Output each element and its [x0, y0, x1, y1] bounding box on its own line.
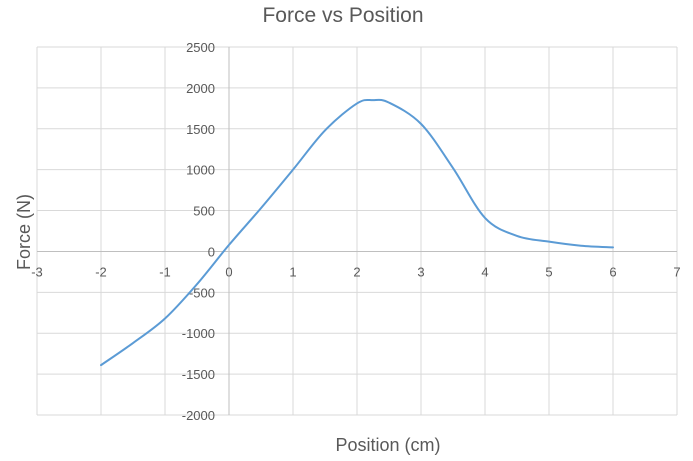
- series-line: [100, 98, 614, 367]
- y-tick-label: -2000: [182, 408, 215, 423]
- y-tick-label: 500: [193, 204, 215, 219]
- y-tick-label: -500: [189, 285, 215, 300]
- x-tick-label: -2: [95, 264, 107, 279]
- x-tick-label: 4: [481, 264, 488, 279]
- x-tick-label: 6: [609, 264, 616, 279]
- x-tick-label: 3: [417, 264, 424, 279]
- y-tick-label: -1500: [182, 367, 215, 382]
- axes: [37, 47, 677, 415]
- gridlines: [36, 46, 678, 416]
- x-tick-labels: -3 -2 -1 0 1 2 3 4 5 6 7: [31, 264, 680, 279]
- y-axis-title: Force (N): [14, 194, 34, 270]
- x-tick-label: -3: [31, 264, 43, 279]
- y-tick-label: -1000: [182, 326, 215, 341]
- x-tick-label: 1: [289, 264, 296, 279]
- x-tick-label: 5: [545, 264, 552, 279]
- y-tick-label: 0: [208, 244, 215, 259]
- x-axis-title: Position (cm): [335, 435, 440, 455]
- x-tick-label: -1: [159, 264, 171, 279]
- y-tick-label: 1500: [186, 122, 215, 137]
- y-tick-label: 2000: [186, 81, 215, 96]
- y-tick-label: 1000: [186, 163, 215, 178]
- y-tick-labels: 2500 2000 1500 1000 500 0 -500 -1000 -1500 -2000: [182, 40, 215, 423]
- chart-title: Force vs Position: [262, 4, 423, 27]
- x-tick-label: 7: [673, 264, 680, 279]
- y-tick-label: 2500: [186, 40, 215, 55]
- x-tick-label: 0: [225, 264, 232, 279]
- x-tick-label: 2: [353, 264, 360, 279]
- series-layer: [100, 98, 614, 367]
